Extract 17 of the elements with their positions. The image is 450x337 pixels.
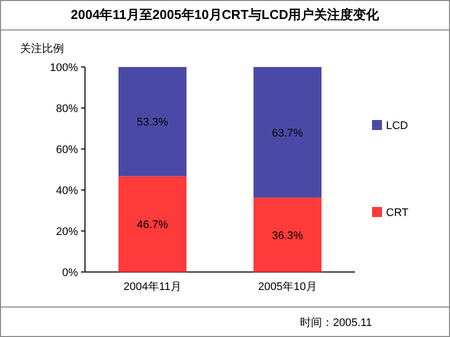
- y-axis-title: 关注比例: [20, 42, 64, 55]
- y-tick-label: 60%: [56, 144, 78, 156]
- legend-label: LCD: [386, 120, 408, 132]
- data-label: 63.7%: [272, 127, 304, 140]
- data-label: 53.3%: [136, 116, 168, 129]
- x-tick-label: 2005年10月: [258, 281, 317, 293]
- data-label: 36.3%: [272, 230, 304, 242]
- text: 时间：2005.11: [300, 316, 372, 329]
- x-tick-label: 2004年11月: [124, 281, 182, 293]
- y-tick-label: 40%: [56, 185, 78, 197]
- y-tick-label: 20%: [56, 226, 78, 238]
- legend-label: CRT: [386, 207, 409, 219]
- y-tick-label: 0%: [62, 267, 78, 279]
- y-tick-label: 100%: [50, 62, 78, 74]
- data-label: 46.7%: [136, 219, 168, 232]
- chart-title: 2004年11月至2005年10月CRT与LCD用户关注度变化: [70, 7, 380, 22]
- y-tick-label: 80%: [56, 103, 78, 115]
